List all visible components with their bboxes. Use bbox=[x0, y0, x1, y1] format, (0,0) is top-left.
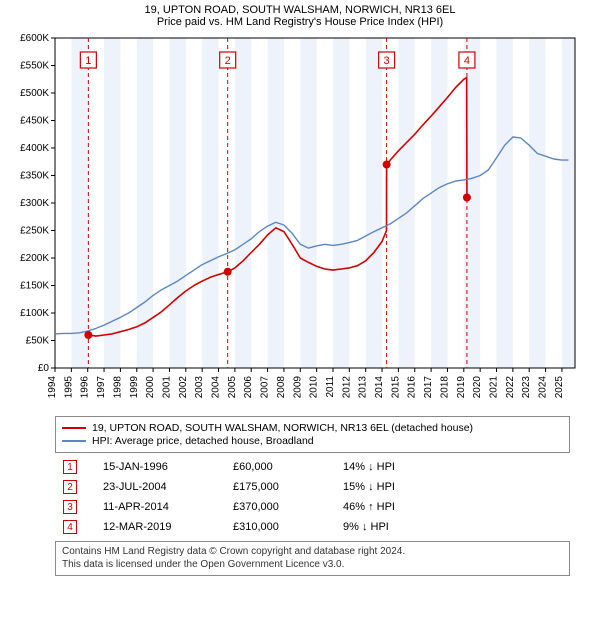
svg-text:2011: 2011 bbox=[325, 376, 336, 398]
tx-date: 11-APR-2014 bbox=[95, 497, 225, 517]
svg-text:£500K: £500K bbox=[20, 88, 49, 99]
svg-text:£450K: £450K bbox=[20, 116, 49, 127]
svg-text:£300K: £300K bbox=[20, 198, 49, 209]
svg-text:2007: 2007 bbox=[260, 376, 271, 399]
svg-text:2020: 2020 bbox=[472, 376, 483, 399]
tx-delta: 9% ↓ HPI bbox=[335, 517, 570, 537]
svg-text:£150K: £150K bbox=[20, 281, 49, 292]
tx-price: £310,000 bbox=[225, 517, 335, 537]
legend-label: 19, UPTON ROAD, SOUTH WALSHAM, NORWICH, … bbox=[92, 422, 473, 434]
legend: 19, UPTON ROAD, SOUTH WALSHAM, NORWICH, … bbox=[55, 416, 570, 453]
svg-text:£0: £0 bbox=[38, 363, 50, 374]
tx-date: 15-JAN-1996 bbox=[95, 457, 225, 477]
chart-area: £0 £50K £100K £150K £200K £250K £300K £350K £400… bbox=[0, 30, 600, 410]
svg-text:2022: 2022 bbox=[505, 376, 516, 399]
svg-text:2025: 2025 bbox=[554, 376, 565, 399]
tx-price: £175,000 bbox=[225, 477, 335, 497]
title-line2: Price paid vs. HM Land Registry's House … bbox=[0, 16, 600, 28]
svg-text:2023: 2023 bbox=[521, 376, 532, 399]
svg-text:£200K: £200K bbox=[20, 253, 49, 264]
legend-swatch-2 bbox=[62, 440, 86, 442]
tx-price: £370,000 bbox=[225, 497, 335, 517]
tx-marker-1: 1 bbox=[63, 460, 77, 474]
svg-text:£350K: £350K bbox=[20, 171, 49, 182]
svg-text:2015: 2015 bbox=[390, 376, 401, 399]
svg-text:2002: 2002 bbox=[178, 376, 189, 399]
svg-text:£550K: £550K bbox=[20, 61, 49, 72]
svg-text:1997: 1997 bbox=[96, 376, 107, 399]
tx-marker-3: 3 bbox=[63, 500, 77, 514]
tx-delta: 15% ↓ HPI bbox=[335, 477, 570, 497]
svg-text:1: 1 bbox=[85, 55, 91, 67]
svg-text:2008: 2008 bbox=[276, 376, 287, 399]
svg-text:2000: 2000 bbox=[145, 376, 156, 399]
table-row: 1 15-JAN-1996£60,00014% ↓ HPI bbox=[55, 457, 570, 477]
svg-text:2016: 2016 bbox=[407, 376, 418, 399]
tx-marker-4: 4 bbox=[63, 520, 77, 534]
svg-text:£400K: £400K bbox=[20, 143, 49, 154]
legend-label: HPI: Average price, detached house, Broa… bbox=[92, 435, 314, 447]
svg-text:2009: 2009 bbox=[292, 376, 303, 399]
table-row: 4 12-MAR-2019£310,0009% ↓ HPI bbox=[55, 517, 570, 537]
tx-delta: 14% ↓ HPI bbox=[335, 457, 570, 477]
legend-item: HPI: Average price, detached house, Broa… bbox=[62, 435, 563, 447]
svg-text:1998: 1998 bbox=[112, 376, 123, 399]
table-row: 2 23-JUL-2004£175,00015% ↓ HPI bbox=[55, 477, 570, 497]
tx-delta: 46% ↑ HPI bbox=[335, 497, 570, 517]
footer-line1: Contains HM Land Registry data © Crown c… bbox=[62, 546, 563, 559]
title-line1: 19, UPTON ROAD, SOUTH WALSHAM, NORWICH, … bbox=[0, 4, 600, 16]
svg-text:£50K: £50K bbox=[26, 336, 50, 347]
svg-text:£100K: £100K bbox=[20, 308, 49, 319]
svg-text:2019: 2019 bbox=[456, 376, 467, 399]
svg-text:2004: 2004 bbox=[211, 376, 222, 399]
svg-text:3: 3 bbox=[384, 55, 390, 67]
tx-marker-2: 2 bbox=[63, 480, 77, 494]
footer-attribution: Contains HM Land Registry data © Crown c… bbox=[55, 541, 570, 576]
tx-price: £60,000 bbox=[225, 457, 335, 477]
svg-text:£600K: £600K bbox=[20, 33, 49, 44]
svg-text:2010: 2010 bbox=[309, 376, 320, 399]
svg-text:2: 2 bbox=[225, 55, 231, 67]
tx-date: 12-MAR-2019 bbox=[95, 517, 225, 537]
svg-text:2018: 2018 bbox=[439, 376, 450, 399]
svg-text:£250K: £250K bbox=[20, 226, 49, 237]
svg-text:2017: 2017 bbox=[423, 376, 434, 399]
svg-text:2014: 2014 bbox=[374, 376, 385, 399]
legend-item: 19, UPTON ROAD, SOUTH WALSHAM, NORWICH, … bbox=[62, 422, 563, 434]
svg-text:2013: 2013 bbox=[358, 376, 369, 399]
svg-text:1994: 1994 bbox=[47, 376, 58, 399]
svg-text:2003: 2003 bbox=[194, 376, 205, 399]
svg-text:4: 4 bbox=[464, 55, 470, 67]
legend-swatch-1 bbox=[62, 427, 86, 429]
svg-text:2005: 2005 bbox=[227, 376, 238, 399]
page-title: 19, UPTON ROAD, SOUTH WALSHAM, NORWICH, … bbox=[0, 0, 600, 30]
svg-text:2012: 2012 bbox=[341, 376, 352, 399]
svg-text:1999: 1999 bbox=[129, 376, 140, 399]
table-row: 3 11-APR-2014£370,00046% ↑ HPI bbox=[55, 497, 570, 517]
tx-date: 23-JUL-2004 bbox=[95, 477, 225, 497]
svg-text:1995: 1995 bbox=[63, 376, 74, 399]
svg-text:2001: 2001 bbox=[161, 376, 172, 399]
footer-line2: This data is licensed under the Open Gov… bbox=[62, 559, 563, 572]
svg-text:2024: 2024 bbox=[538, 376, 549, 399]
svg-text:1996: 1996 bbox=[80, 376, 91, 399]
svg-text:2006: 2006 bbox=[243, 376, 254, 399]
chart-svg: £0 £50K £100K £150K £200K £250K £300K £350K £400… bbox=[0, 30, 600, 410]
transactions-table: 1 15-JAN-1996£60,00014% ↓ HPI 2 23-JUL-2004… bbox=[55, 457, 570, 537]
svg-text:2021: 2021 bbox=[489, 376, 500, 399]
